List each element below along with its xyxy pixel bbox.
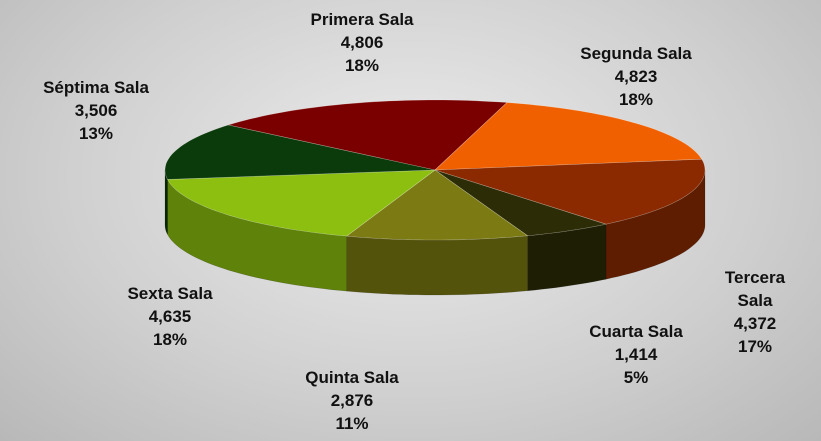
data-label: Tercera Sala 4,372 17% [720, 266, 790, 358]
slice [166, 169, 436, 237]
slice-value: 4,806 [340, 33, 384, 52]
data-label: Segunda Sala 4,823 18% [580, 42, 691, 111]
slice-percent: 18% [618, 90, 654, 109]
slice-value: 4,372 [733, 314, 777, 333]
slice-percent: 17% [737, 337, 773, 356]
slice-name: Sexta Sala [127, 284, 213, 303]
slice-value: 4,635 [148, 307, 192, 326]
slice-percent: 5% [623, 368, 649, 387]
slice-percent: 13% [78, 124, 114, 143]
slice-name: Primera Sala [310, 10, 414, 29]
slice-value: 1,414 [614, 345, 658, 364]
slice-percent: 11% [335, 414, 369, 433]
slice [164, 124, 436, 180]
data-label: Cuarta Sala 1,414 5% [589, 320, 683, 389]
slice-side [164, 169, 168, 235]
slice [228, 99, 508, 171]
slice-value: 3,506 [74, 101, 118, 120]
slice [434, 169, 608, 237]
data-label: Primera Sala 4,806 18% [310, 8, 413, 77]
slice-name: Quinta Sala [305, 368, 399, 387]
slice-side [346, 235, 528, 296]
slice [434, 102, 703, 171]
slice-value: 4,823 [614, 67, 658, 86]
slice [434, 158, 706, 225]
data-label: Quinta Sala 2,876 11% [305, 366, 399, 435]
slice-name: Cuarta Sala [589, 322, 683, 341]
slice-percent: 18% [344, 56, 380, 75]
slice-name: Tercera Sala [724, 268, 786, 310]
slice-percent: 18% [152, 330, 188, 349]
slice-name: Segunda Sala [580, 44, 692, 63]
slice-value: 2,876 [330, 391, 374, 410]
data-label: Sexta Sala 4,635 18% [127, 282, 212, 351]
data-label: Séptima Sala 3,506 13% [43, 76, 149, 145]
slice-name: Séptima Sala [43, 78, 149, 97]
slice [345, 169, 529, 241]
